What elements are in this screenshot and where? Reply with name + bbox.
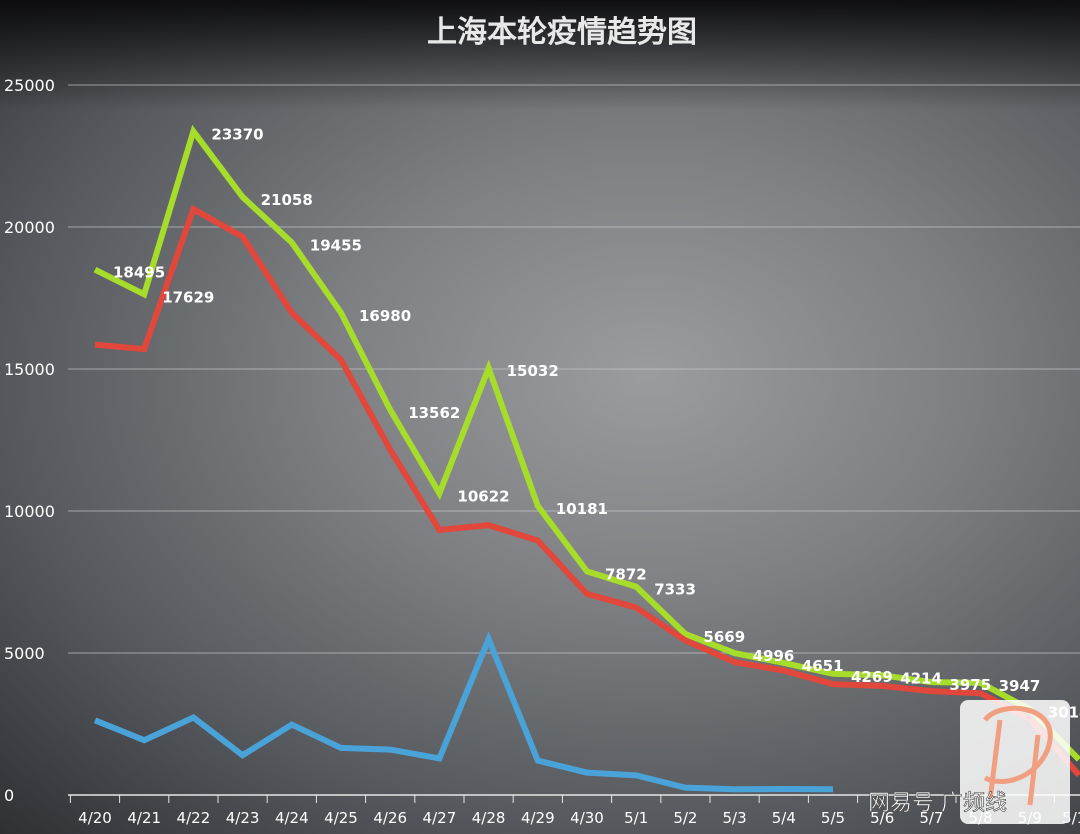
x-tick-label: 5/2 [673, 809, 697, 827]
y-tick-label: 0 [4, 786, 14, 805]
watermark-logo [960, 700, 1070, 824]
x-axis: 4/20 4/21 4/22 4/23 4/24 4/25 4/26 4/27 4/28 4/29… [68, 794, 1080, 827]
y-tick-label: 5000 [4, 644, 45, 663]
data-label: 19455 [310, 236, 362, 254]
series-line-1 [93, 124, 1080, 762]
y-tick-label: 10000 [4, 502, 55, 521]
data-label: 16980 [359, 307, 411, 325]
x-tick-label: 5/3 [723, 809, 747, 827]
x-tick-label: 5/1 [624, 809, 648, 827]
data-label: 4651 [802, 657, 844, 675]
grid-lines [68, 84, 1080, 654]
title-shade [0, 0, 1080, 110]
x-tick-label: 4/26 [373, 809, 407, 827]
data-label: 15032 [507, 362, 559, 380]
data-label: 7872 [605, 565, 647, 583]
x-tick-label: 4/30 [570, 809, 604, 827]
y-tick-label: 25000 [4, 76, 55, 95]
watermark-glyph-icon [983, 705, 1053, 806]
series-lines [93, 124, 1080, 793]
data-label: 3975 [949, 676, 991, 694]
x-tick-label: 5/7 [919, 809, 943, 827]
watermark-text: 网易号 广频线 [868, 791, 1007, 816]
x-tick-label: 4/24 [275, 809, 309, 827]
data-label: 4214 [900, 669, 942, 687]
data-label: 5669 [703, 628, 745, 646]
x-tick-label: 4/25 [324, 809, 358, 827]
data-label: 18495 [113, 264, 165, 282]
y-tick-label: 15000 [4, 360, 55, 379]
data-label: 3947 [999, 677, 1041, 695]
x-tick-label: 5/5 [821, 809, 845, 827]
data-labels: 18495 17629 23370 21058 19455 16980 13562 10622… [113, 125, 1080, 721]
watermark: 网易号 广频线 [868, 700, 1070, 824]
data-label: 10622 [457, 487, 509, 505]
data-label: 21058 [261, 191, 313, 209]
x-tick-label: 5/4 [772, 809, 796, 827]
data-label: 7333 [654, 581, 696, 599]
series-line-3 [93, 631, 834, 793]
data-label: 10181 [556, 500, 608, 518]
x-tick-label: 4/27 [423, 809, 457, 827]
chart-title: 上海本轮疫情趋势图 [427, 15, 697, 50]
y-tick-label: 20000 [4, 218, 55, 237]
x-tick-label: 4/23 [226, 809, 260, 827]
x-tick-label: 4/20 [78, 809, 112, 827]
x-tick-label: 4/22 [177, 809, 211, 827]
x-tick-label: 4/29 [521, 809, 555, 827]
data-label: 17629 [162, 288, 214, 306]
data-label: 4996 [753, 647, 795, 665]
x-tick-label: 4/21 [127, 809, 161, 827]
data-label: 4269 [851, 668, 893, 686]
data-label: 23370 [211, 125, 263, 143]
data-label: 13562 [408, 404, 460, 422]
x-tick-label: 4/28 [472, 809, 506, 827]
y-axis-ticks: 0 5000 10000 15000 20000 25000 [4, 76, 55, 805]
series-line-2 [94, 204, 1080, 778]
x-tick-label: 5/6 [870, 809, 894, 827]
